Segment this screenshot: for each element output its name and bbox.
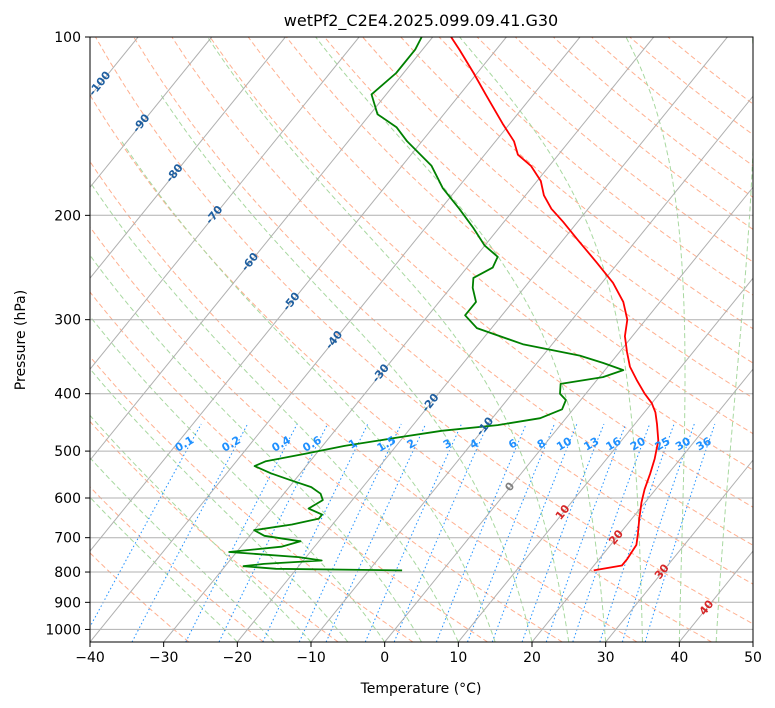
moist-adiabat-line: [207, 37, 570, 642]
moist-adiabat-line: [625, 37, 686, 642]
x-tick-label: 30: [597, 650, 615, 666]
moist-adiabat-line: [90, 315, 386, 642]
mixing-ratio-line: [491, 423, 578, 642]
plot-area: 0.1 0.2 0.4 0.6 1 1.5 2 3 4 6 8 10 13 16 20 25 30 36-100-…: [90, 37, 753, 642]
isotherm-line: [90, 37, 581, 642]
isotherm-line: [457, 277, 753, 642]
mixing-ratio-line: [521, 423, 605, 642]
isotherm-line: [310, 95, 753, 642]
dry-adiabat-line: [90, 420, 339, 642]
mixing-ratio-line: [262, 423, 369, 642]
axis-ticks: −40 −30 −20 −10 0 10 20 30 40 50 1000 900 800 700 600 5…: [45, 30, 762, 666]
y-tick-label: 700: [54, 531, 81, 547]
moist-adiabat-line: [459, 37, 643, 642]
mixing-ratio-line: [298, 423, 402, 642]
dewpoint-profile-line: [228, 37, 625, 572]
dry-adiabat-line: [324, 37, 753, 399]
x-tick-label: 40: [670, 650, 688, 666]
x-tick-label: −20: [223, 650, 253, 666]
y-tick-label: 400: [54, 387, 81, 403]
moist-adiabat-line: [90, 181, 459, 642]
mixing-ratio-line: [325, 423, 427, 642]
mixing-ratio-line: [90, 423, 202, 628]
isotherm-line: [90, 37, 213, 189]
y-tick-label: 600: [54, 491, 81, 507]
y-tick-label: 500: [54, 444, 81, 460]
dry-adiabat-line: [209, 37, 753, 508]
moist-adiabat-line: [315, 37, 607, 642]
isotherm-line: [163, 37, 655, 642]
isotherm-line: [90, 37, 286, 280]
y-tick-label: 800: [54, 565, 81, 581]
y-tick-label: 200: [54, 208, 81, 224]
x-tick-label: 10: [449, 650, 467, 666]
sounding-profiles: [228, 37, 660, 572]
dry-adiabat-line: [362, 37, 753, 364]
mixing-ratio-line: [435, 423, 527, 642]
y-tick-label: 100: [54, 30, 81, 46]
dry-adiabat-line: [95, 37, 753, 625]
dry-adiabats: [90, 37, 753, 642]
moist-adiabat-line: [90, 457, 275, 642]
isotherm-line: [605, 459, 753, 642]
mixing-ratio-line: [572, 423, 651, 642]
isotherm-line: [236, 37, 728, 642]
isotherm-line: [384, 186, 753, 642]
dry-adiabat-line: [90, 226, 563, 642]
mixing-ratio-line: [364, 423, 462, 642]
x-tick-label: −30: [149, 650, 179, 666]
y-tick-label: 300: [54, 313, 81, 329]
isotherm-line: [90, 37, 507, 552]
moist-adiabat-line: [90, 368, 349, 642]
moist-adiabat-line: [715, 37, 753, 642]
temperature-profile-line: [450, 37, 660, 572]
dry-adiabat-line: [90, 291, 488, 642]
moist-adiabats: [90, 37, 753, 642]
mixing-ratio-line: [218, 423, 329, 642]
dry-adiabat-line: [247, 37, 753, 471]
dry-adiabat-line: [438, 37, 753, 296]
x-tick-label: 20: [523, 650, 541, 666]
y-tick-label: 1000: [45, 622, 81, 638]
chart-title: wetPf2_C2E4.2025.099.09.41.G30: [284, 11, 558, 31]
plot-frame: [89, 36, 754, 643]
dry-adiabat-line: [90, 552, 190, 642]
mixing-ratio-lines: [90, 423, 716, 642]
isotherm-line: [90, 37, 434, 461]
moist-adiabat-line: [90, 254, 422, 642]
x-axis-label: Temperature (°C): [360, 681, 482, 697]
x-tick-label: 50: [744, 650, 762, 666]
y-tick-label: 900: [54, 595, 81, 611]
dry-adiabat-line: [133, 37, 753, 585]
dry-adiabat-line: [90, 160, 638, 642]
dry-adiabat-line: [90, 94, 712, 642]
moist-adiabat-line: [160, 94, 533, 642]
moist-adiabat-line: [90, 496, 238, 642]
isotherm-line: [90, 37, 360, 370]
mixing-ratio-line: [131, 423, 249, 642]
mixing-ratio-line: [467, 423, 555, 642]
grid-lines: [90, 37, 753, 642]
mixing-ratio-line: [545, 423, 627, 642]
x-tick-label: 0: [380, 650, 389, 666]
x-tick-label: −40: [75, 650, 105, 666]
mixing-ratio-line: [393, 423, 489, 642]
mixing-ratio-line: [185, 423, 298, 642]
isotherm-line: [531, 368, 753, 642]
y-axis-label: Pressure (hPa): [13, 290, 29, 390]
x-tick-label: −10: [296, 650, 326, 666]
